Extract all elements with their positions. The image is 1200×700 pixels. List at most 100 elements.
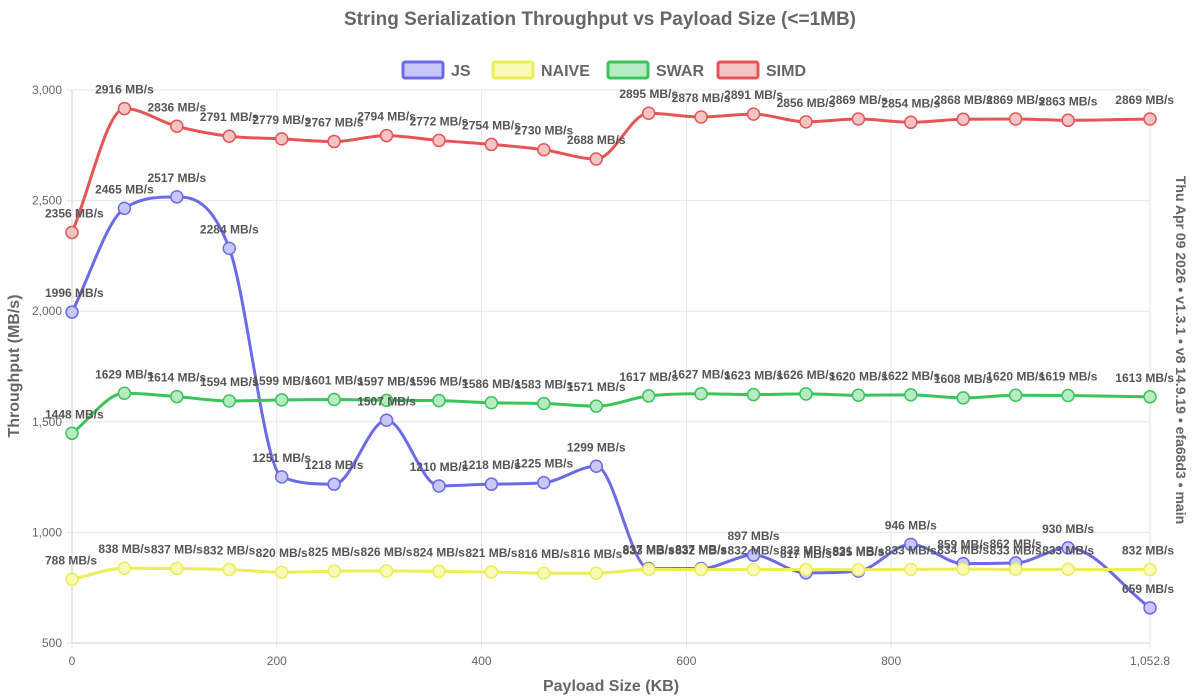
data-point-naive[interactable]: [222, 562, 237, 577]
data-point-swar[interactable]: [537, 396, 551, 411]
data-point-js[interactable]: [432, 479, 446, 493]
data-point-swar[interactable]: [117, 386, 132, 401]
data-point-swar[interactable]: [432, 393, 446, 408]
data-point-simd[interactable]: [537, 142, 551, 157]
data-point-swar[interactable]: [222, 394, 237, 408]
data-point-swar[interactable]: [1143, 390, 1157, 404]
data-label-swar: 1583 MB/s: [514, 377, 573, 391]
data-point-swar[interactable]: [694, 386, 708, 401]
data-label-naive: 816 MB/s: [570, 547, 622, 561]
data-point-js[interactable]: [904, 537, 918, 552]
data-point-js[interactable]: [537, 475, 551, 490]
data-point-naive[interactable]: [1008, 562, 1023, 577]
data-point-naive[interactable]: [851, 563, 866, 577]
x-tick-label: 0: [69, 654, 76, 668]
data-label-js: 1210 MB/s: [410, 460, 469, 474]
data-point-js[interactable]: [1143, 601, 1157, 615]
data-point-simd[interactable]: [327, 134, 341, 149]
data-label-naive: 837 MB/s: [151, 542, 203, 556]
data-point-simd[interactable]: [65, 225, 79, 240]
data-point-naive[interactable]: [1061, 562, 1075, 577]
data-label-js: 825 MB/s: [832, 545, 884, 559]
data-point-simd[interactable]: [117, 101, 132, 116]
data-label-naive: 833 MB/s: [990, 543, 1042, 557]
data-point-js[interactable]: [484, 477, 499, 491]
data-label-js: 659 MB/s: [1122, 582, 1174, 596]
data-point-naive[interactable]: [274, 565, 289, 579]
data-point-swar[interactable]: [170, 389, 184, 404]
data-point-simd[interactable]: [799, 115, 813, 129]
legend-label: JS: [451, 63, 471, 80]
data-point-js[interactable]: [222, 241, 237, 256]
data-point-naive[interactable]: [641, 562, 656, 577]
data-point-naive[interactable]: [379, 564, 394, 578]
data-point-swar[interactable]: [641, 389, 656, 403]
data-point-simd[interactable]: [694, 110, 708, 124]
data-point-naive[interactable]: [537, 566, 551, 580]
data-label-naive: 832 MB/s: [203, 544, 255, 558]
data-point-simd[interactable]: [589, 152, 604, 166]
data-point-js[interactable]: [589, 459, 604, 474]
data-point-js[interactable]: [170, 190, 184, 204]
data-point-swar[interactable]: [274, 393, 289, 407]
data-point-simd[interactable]: [746, 107, 761, 121]
data-point-swar[interactable]: [589, 399, 604, 413]
data-point-js[interactable]: [746, 548, 761, 562]
data-point-js[interactable]: [274, 470, 289, 484]
data-point-naive[interactable]: [746, 562, 761, 577]
legend-item-naive[interactable]: NAIVE: [491, 60, 590, 80]
data-point-js[interactable]: [327, 477, 341, 491]
data-point-naive[interactable]: [589, 566, 604, 580]
data-point-js[interactable]: [1061, 541, 1075, 555]
data-point-swar[interactable]: [956, 391, 970, 405]
data-point-js[interactable]: [65, 305, 79, 319]
data-point-simd[interactable]: [274, 132, 289, 146]
data-point-naive[interactable]: [170, 561, 184, 576]
data-point-simd[interactable]: [1008, 112, 1023, 126]
data-point-js[interactable]: [379, 413, 394, 428]
data-point-swar[interactable]: [746, 387, 761, 402]
data-point-swar[interactable]: [904, 388, 918, 402]
data-point-swar[interactable]: [484, 396, 499, 410]
data-label-swar: 1597 MB/s: [357, 374, 416, 388]
x-tick-label: 800: [881, 654, 901, 668]
data-point-simd[interactable]: [956, 112, 970, 126]
data-point-simd[interactable]: [484, 137, 499, 152]
data-point-simd[interactable]: [904, 115, 918, 130]
data-point-naive[interactable]: [799, 562, 813, 577]
x-tick-label: 1,052.8: [1130, 654, 1170, 668]
data-point-simd[interactable]: [432, 133, 446, 148]
data-point-swar[interactable]: [799, 387, 813, 401]
data-point-swar[interactable]: [1008, 388, 1023, 403]
data-point-simd[interactable]: [1061, 113, 1075, 128]
data-label-js: 1251 MB/s: [252, 451, 311, 465]
legend-item-js[interactable]: JS: [401, 60, 471, 80]
data-point-naive[interactable]: [694, 562, 708, 577]
data-point-simd[interactable]: [170, 119, 184, 134]
data-point-naive[interactable]: [484, 565, 499, 579]
data-point-js[interactable]: [117, 201, 132, 216]
legend-item-swar[interactable]: SWAR: [606, 60, 704, 80]
data-point-naive[interactable]: [904, 562, 918, 577]
data-point-simd[interactable]: [1143, 112, 1157, 126]
data-point-swar[interactable]: [1061, 388, 1075, 403]
data-point-simd[interactable]: [851, 112, 866, 126]
legend-swatch: [401, 60, 445, 80]
data-point-naive[interactable]: [1143, 562, 1157, 577]
data-point-swar[interactable]: [851, 388, 866, 403]
data-point-naive[interactable]: [65, 572, 79, 587]
data-label-js: 930 MB/s: [1042, 522, 1094, 536]
data-point-naive[interactable]: [956, 562, 970, 576]
legend-item-simd[interactable]: SIMD: [716, 60, 806, 80]
data-label-swar: 1608 MB/s: [934, 372, 993, 386]
data-point-swar[interactable]: [65, 426, 79, 441]
data-point-naive[interactable]: [117, 561, 132, 575]
data-point-simd[interactable]: [222, 129, 237, 143]
data-point-swar[interactable]: [327, 392, 341, 407]
data-point-naive[interactable]: [327, 564, 341, 578]
data-point-swar[interactable]: [379, 393, 394, 408]
data-point-simd[interactable]: [641, 106, 656, 120]
data-point-simd[interactable]: [379, 128, 394, 143]
y-tick-label: 1,000: [32, 525, 62, 539]
data-point-naive[interactable]: [432, 564, 446, 579]
